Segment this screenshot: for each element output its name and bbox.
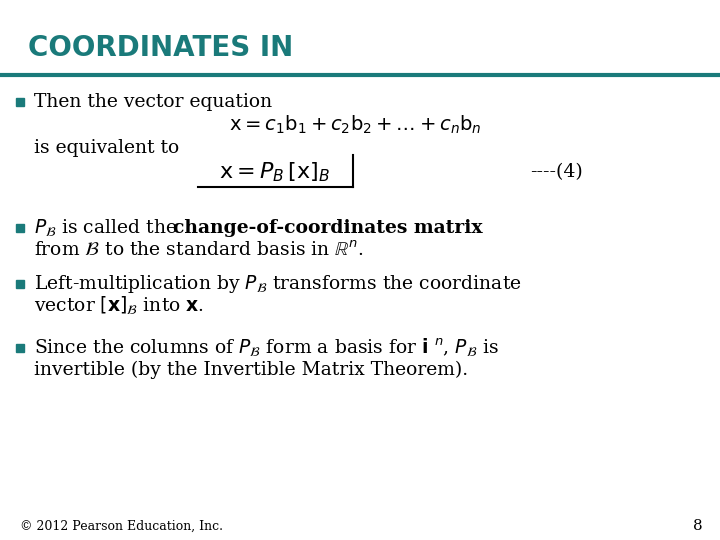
Text: Since the columns of $P_{\mathcal{B}}$ form a basis for $\mathbf{i}$ $^n$, $P_{\: Since the columns of $P_{\mathcal{B}}$ f… <box>34 336 499 359</box>
Text: $\mathrm{x} = P_{B}\,[\mathrm{x}]_{B}$: $\mathrm{x} = P_{B}\,[\mathrm{x}]_{B}$ <box>220 160 330 184</box>
Text: Left-multiplication by $P_{\mathcal{B}}$ transforms the coordinate: Left-multiplication by $P_{\mathcal{B}}$… <box>34 273 522 295</box>
Text: COORDINATES IN: COORDINATES IN <box>28 34 293 62</box>
Text: change-of-coordinates matrix: change-of-coordinates matrix <box>173 219 482 237</box>
Text: is equivalent to: is equivalent to <box>34 139 179 157</box>
Text: $P_{\mathcal{B}}$ is called the: $P_{\mathcal{B}}$ is called the <box>34 217 179 239</box>
Text: from $\mathcal{B}$ to the standard basis in $\mathbb{R}^n$.: from $\mathcal{B}$ to the standard basis… <box>34 240 364 260</box>
Text: vector $[\mathbf{x}]_{\mathcal{B}}$ into $\mathbf{x}$.: vector $[\mathbf{x}]_{\mathcal{B}}$ into… <box>34 295 204 317</box>
Text: Then the vector equation: Then the vector equation <box>34 93 272 111</box>
Text: invertible (by the Invertible Matrix Theorem).: invertible (by the Invertible Matrix The… <box>34 361 468 379</box>
Text: 8: 8 <box>693 519 703 533</box>
Text: © 2012 Pearson Education, Inc.: © 2012 Pearson Education, Inc. <box>20 519 223 532</box>
Text: ----(4): ----(4) <box>530 163 582 181</box>
Text: $\mathrm{x} = c_1\mathrm{b}_1 + c_2\mathrm{b}_2 + \ldots + c_n\mathrm{b}_n$: $\mathrm{x} = c_1\mathrm{b}_1 + c_2\math… <box>229 114 481 136</box>
